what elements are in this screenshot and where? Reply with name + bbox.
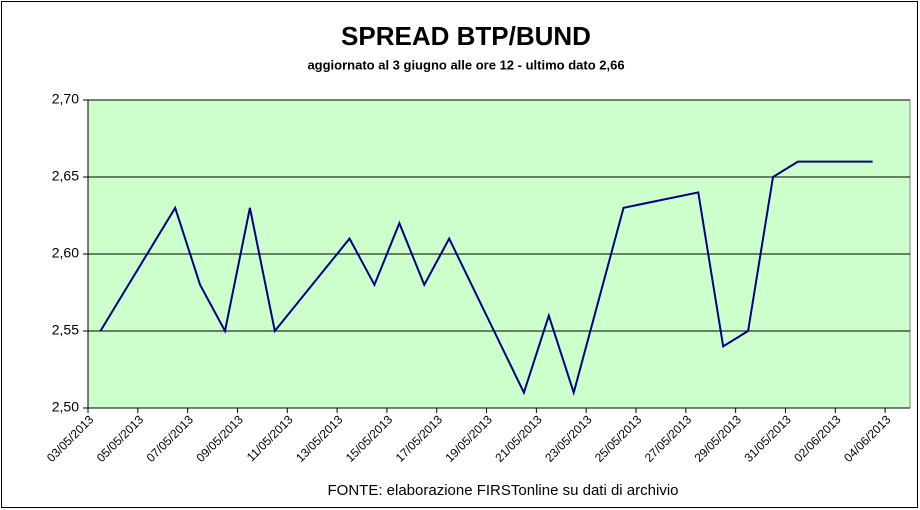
- footer-note: FONTE: elaborazione FIRSTonline su dati …: [328, 482, 679, 499]
- y-tick-label: 2,60: [52, 245, 79, 261]
- y-tick-label: 2,70: [52, 91, 79, 107]
- y-tick-label: 2,50: [52, 399, 79, 415]
- chart-subtitle: aggiornato al 3 giugno alle ore 12 - ult…: [307, 57, 624, 72]
- data-line: [99, 160, 873, 397]
- y-tick-label: 2,65: [52, 168, 79, 184]
- chart-title: SPREAD BTP/BUND: [341, 21, 591, 51]
- y-tick-label: 2,55: [52, 322, 79, 338]
